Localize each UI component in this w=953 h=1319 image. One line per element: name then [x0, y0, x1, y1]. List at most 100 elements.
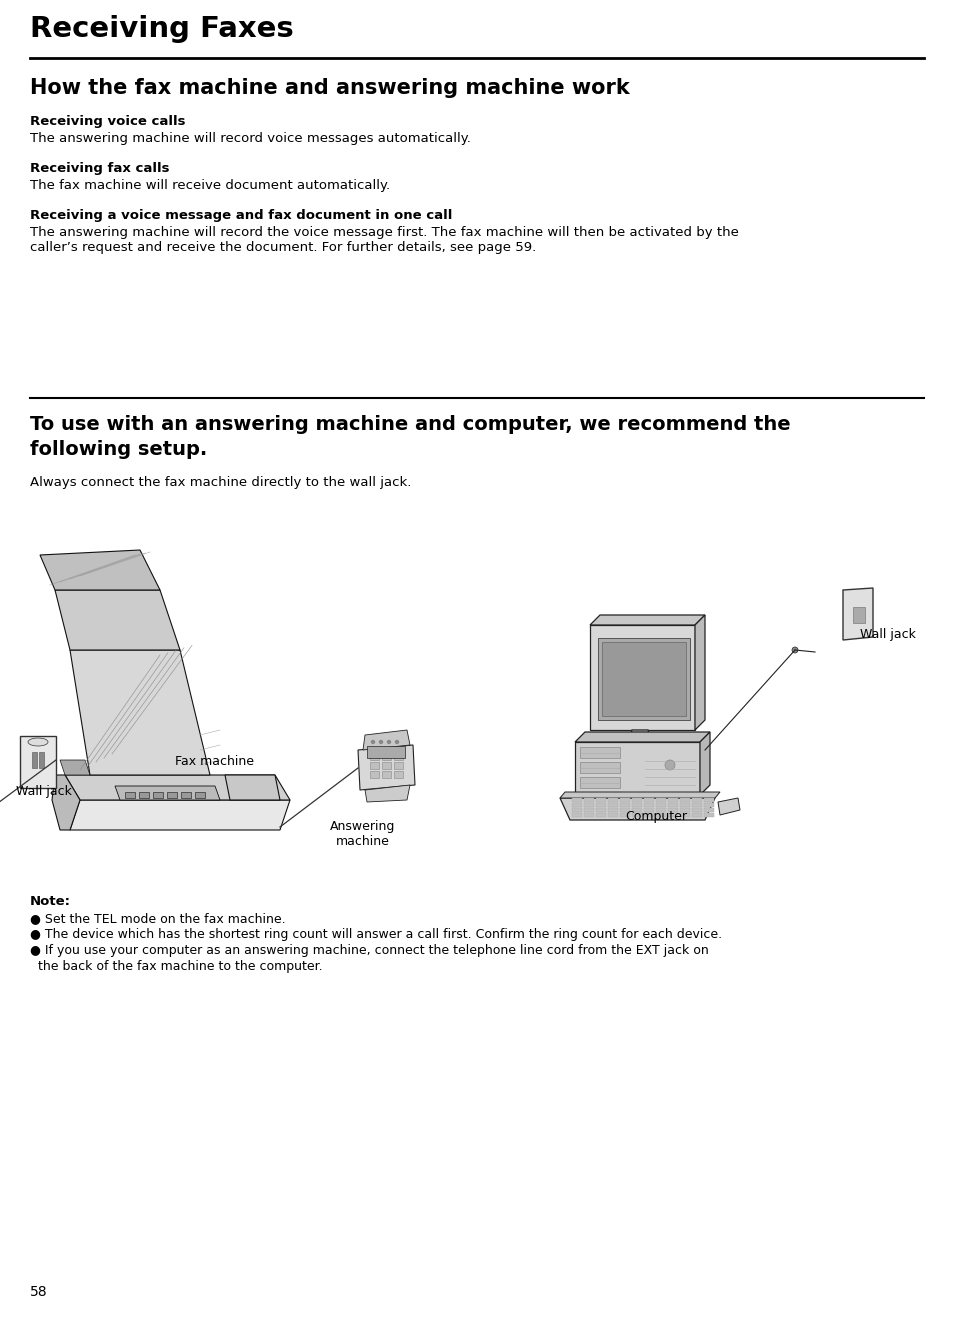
- Text: Answering
machine: Answering machine: [330, 820, 395, 848]
- Bar: [656, 809, 665, 813]
- Bar: [631, 809, 641, 813]
- Polygon shape: [363, 729, 410, 751]
- Polygon shape: [842, 588, 872, 640]
- Polygon shape: [718, 798, 740, 815]
- Bar: [598, 638, 689, 720]
- Bar: [703, 809, 713, 813]
- Polygon shape: [60, 760, 90, 776]
- Bar: [381, 753, 391, 760]
- Bar: [656, 813, 665, 816]
- Circle shape: [664, 760, 675, 770]
- Bar: [572, 809, 581, 813]
- Circle shape: [379, 740, 382, 744]
- Bar: [679, 803, 689, 807]
- Bar: [167, 791, 177, 798]
- Text: Computer: Computer: [624, 810, 686, 823]
- Bar: [619, 813, 629, 816]
- Polygon shape: [115, 786, 220, 801]
- Bar: [194, 791, 205, 798]
- Text: Note:: Note:: [30, 896, 71, 907]
- Circle shape: [791, 648, 797, 653]
- Polygon shape: [357, 745, 415, 790]
- Bar: [596, 813, 605, 816]
- Bar: [643, 798, 654, 802]
- Circle shape: [387, 740, 390, 744]
- Bar: [32, 752, 37, 768]
- Bar: [572, 803, 581, 807]
- Bar: [691, 798, 701, 802]
- Bar: [583, 803, 594, 807]
- Bar: [601, 642, 685, 716]
- Bar: [39, 752, 44, 768]
- Bar: [579, 762, 619, 773]
- Bar: [679, 798, 689, 802]
- Polygon shape: [65, 776, 290, 801]
- Bar: [125, 791, 135, 798]
- Text: Receiving a voice message and fax document in one call: Receiving a voice message and fax docume…: [30, 208, 452, 222]
- Bar: [619, 798, 629, 802]
- Bar: [181, 791, 191, 798]
- Bar: [679, 809, 689, 813]
- Ellipse shape: [28, 739, 48, 747]
- Bar: [667, 809, 678, 813]
- Polygon shape: [589, 615, 704, 625]
- Bar: [367, 747, 405, 758]
- Bar: [579, 747, 619, 758]
- Polygon shape: [575, 732, 709, 743]
- Bar: [691, 809, 701, 813]
- Text: ● Set the TEL mode on the fax machine.: ● Set the TEL mode on the fax machine.: [30, 911, 285, 925]
- Bar: [703, 803, 713, 807]
- Circle shape: [371, 740, 375, 744]
- Bar: [667, 803, 678, 807]
- Bar: [619, 809, 629, 813]
- Circle shape: [395, 740, 398, 744]
- Bar: [667, 813, 678, 816]
- Text: Wall jack: Wall jack: [859, 628, 915, 641]
- Bar: [656, 803, 665, 807]
- Polygon shape: [559, 798, 714, 820]
- Bar: [20, 736, 56, 787]
- Text: the back of the fax machine to the computer.: the back of the fax machine to the compu…: [30, 960, 322, 973]
- Bar: [572, 798, 581, 802]
- Bar: [643, 809, 654, 813]
- Bar: [679, 813, 689, 816]
- Text: Always connect the fax machine directly to the wall jack.: Always connect the fax machine directly …: [30, 476, 411, 489]
- Polygon shape: [700, 732, 709, 795]
- Bar: [152, 791, 163, 798]
- Bar: [619, 803, 629, 807]
- Polygon shape: [52, 776, 80, 830]
- Polygon shape: [225, 776, 280, 801]
- Text: The answering machine will record voice messages automatically.: The answering machine will record voice …: [30, 132, 471, 145]
- Text: Wall jack: Wall jack: [16, 785, 71, 798]
- Bar: [643, 803, 654, 807]
- Polygon shape: [365, 785, 410, 802]
- Bar: [656, 798, 665, 802]
- Bar: [583, 798, 594, 802]
- Text: ● If you use your computer as an answering machine, connect the telephone line c: ● If you use your computer as an answeri…: [30, 944, 708, 958]
- Text: The answering machine will record the voice message first. The fax machine will : The answering machine will record the vo…: [30, 226, 739, 255]
- Bar: [691, 803, 701, 807]
- Bar: [631, 813, 641, 816]
- Text: The fax machine will receive document automatically.: The fax machine will receive document au…: [30, 179, 390, 193]
- Bar: [631, 798, 641, 802]
- Text: Receiving voice calls: Receiving voice calls: [30, 115, 185, 128]
- Bar: [370, 772, 378, 778]
- Bar: [583, 809, 594, 813]
- Polygon shape: [70, 650, 210, 776]
- Bar: [394, 753, 402, 760]
- Bar: [394, 772, 402, 778]
- Bar: [596, 798, 605, 802]
- Bar: [607, 813, 618, 816]
- Polygon shape: [55, 590, 180, 650]
- Polygon shape: [627, 729, 651, 743]
- Polygon shape: [70, 801, 290, 830]
- Bar: [381, 762, 391, 769]
- Polygon shape: [40, 550, 160, 590]
- Bar: [572, 813, 581, 816]
- Polygon shape: [575, 743, 700, 795]
- Bar: [607, 798, 618, 802]
- Bar: [643, 813, 654, 816]
- Bar: [667, 798, 678, 802]
- Bar: [139, 791, 149, 798]
- Text: Receiving Faxes: Receiving Faxes: [30, 15, 294, 44]
